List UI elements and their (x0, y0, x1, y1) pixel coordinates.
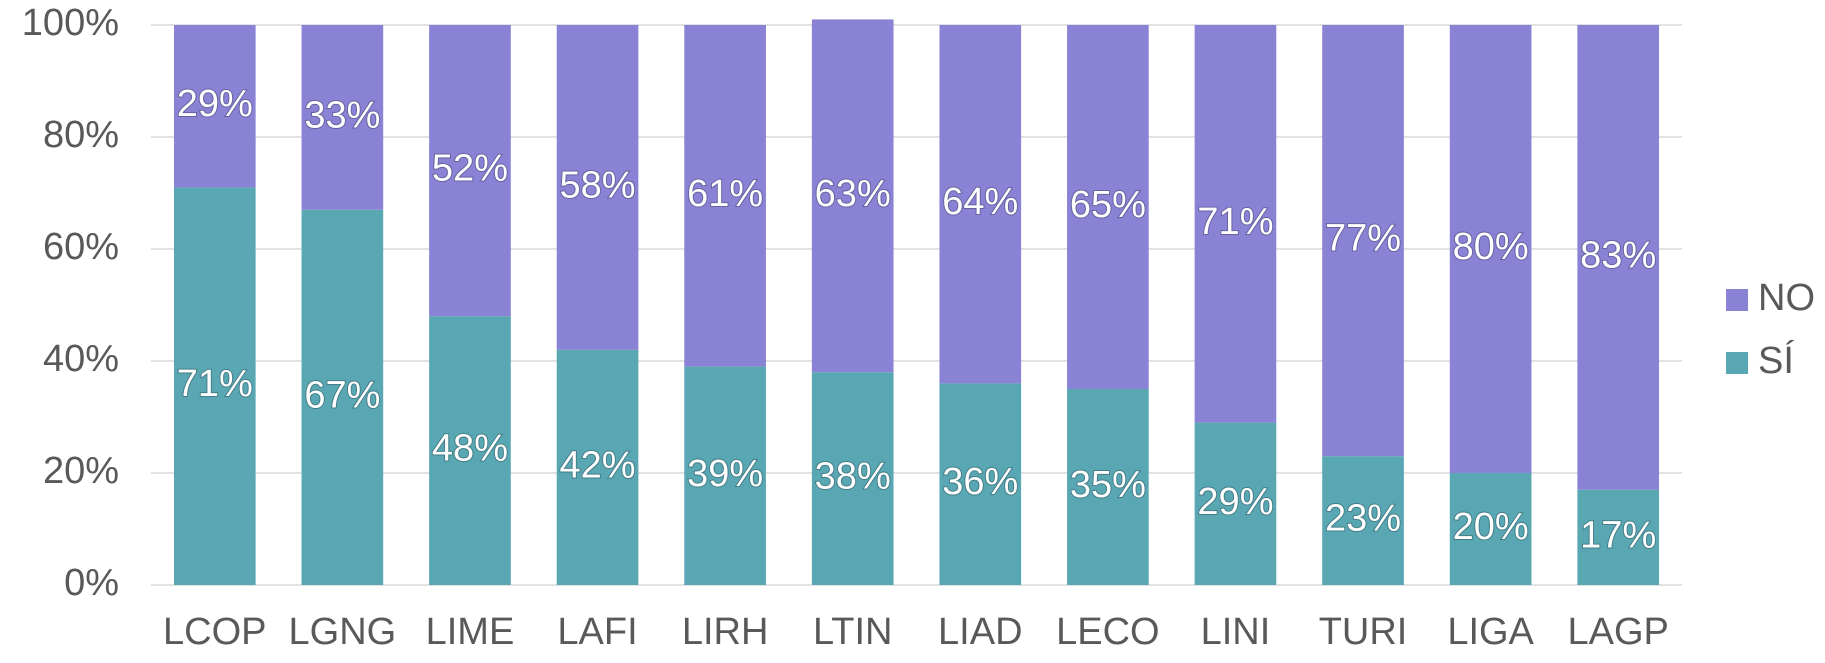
data-label: 35% (1070, 464, 1146, 506)
data-label: 29% (177, 83, 253, 125)
bar-segment (429, 316, 511, 585)
data-label: 71% (1197, 201, 1273, 243)
x-tick-label: LINI (1201, 611, 1271, 653)
x-tick-label: LIGA (1447, 611, 1534, 653)
bar-segment (429, 25, 511, 317)
data-label: 67% (304, 374, 380, 416)
bar-segment (684, 25, 766, 367)
data-label: 61% (687, 173, 763, 215)
bar-segment (1449, 473, 1532, 585)
bar-segment (556, 25, 639, 350)
bar-segment (1577, 25, 1660, 490)
data-label: 23% (1325, 498, 1401, 540)
data-label: 63% (815, 173, 891, 215)
x-tick-label: LIAD (938, 611, 1022, 653)
bar-segment (1577, 489, 1660, 585)
bar-segment (1322, 456, 1404, 585)
legend-label: SÍ (1758, 339, 1794, 382)
data-label: 48% (432, 428, 508, 470)
bar-segment (1067, 389, 1149, 585)
data-label: 58% (560, 164, 636, 206)
bar-segment (1194, 422, 1277, 585)
bar-segment (1194, 25, 1277, 423)
x-tick-label: LIME (426, 611, 515, 653)
bar-segment (301, 209, 384, 586)
data-label: 36% (942, 461, 1018, 503)
bar-segment (173, 187, 256, 585)
data-label: 77% (1325, 218, 1401, 260)
y-tick-label: 60% (43, 226, 119, 268)
data-label: 80% (1453, 226, 1529, 268)
bar-segment (556, 349, 639, 585)
bar-segment (1322, 25, 1404, 457)
y-tick-label: 0% (64, 562, 119, 604)
bar-segment (811, 372, 894, 585)
data-label: 33% (304, 94, 380, 136)
data-label: 29% (1197, 481, 1273, 523)
data-label: 20% (1453, 506, 1529, 548)
bar-segment (811, 19, 894, 373)
bar-segment (173, 25, 256, 188)
legend-label: NO (1758, 277, 1815, 319)
x-tick-label: LAGP (1568, 611, 1669, 653)
bar-segment (1067, 25, 1149, 389)
data-label: 38% (815, 456, 891, 498)
x-tick-label: TURI (1319, 611, 1408, 653)
data-label: 42% (560, 444, 636, 486)
y-tick-label: 20% (43, 450, 119, 492)
x-tick-label: LCOP (163, 611, 266, 653)
data-label: 83% (1580, 234, 1656, 276)
bar-segment (939, 25, 1022, 384)
x-tick-label: LIRH (682, 611, 769, 653)
y-tick-label: 100% (22, 2, 119, 44)
data-label: 65% (1070, 184, 1146, 226)
data-label: 39% (687, 453, 763, 495)
y-tick-label: 40% (43, 338, 119, 380)
x-tick-label: LAFI (557, 611, 637, 653)
x-tick-label: LECO (1056, 611, 1159, 653)
data-label: 52% (432, 148, 508, 190)
y-tick-label: 80% (43, 114, 119, 156)
data-label: 71% (177, 363, 253, 405)
data-label: 17% (1580, 514, 1656, 556)
bar-segment (684, 366, 766, 585)
data-label: 64% (942, 181, 1018, 223)
x-tick-label: LTIN (813, 611, 893, 653)
x-tick-label: LGNG (289, 611, 397, 653)
bar-segment (301, 25, 384, 210)
legend-swatch (1726, 352, 1748, 374)
bar-segment (939, 383, 1022, 585)
bar-segment (1449, 25, 1532, 473)
legend-swatch (1726, 289, 1748, 311)
